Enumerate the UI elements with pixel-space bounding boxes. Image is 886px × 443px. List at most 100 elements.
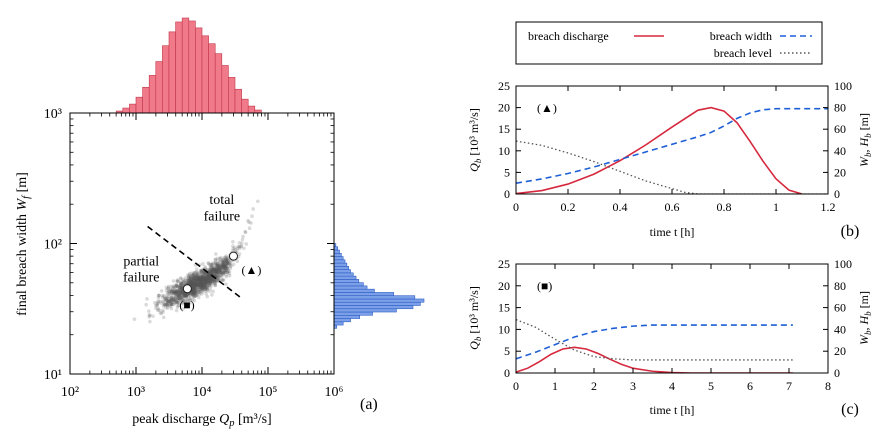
scatter-point — [201, 285, 206, 290]
scatter-point — [198, 277, 202, 282]
scatter-point — [191, 276, 196, 281]
scatter-point — [174, 300, 178, 304]
scatter-point — [172, 296, 177, 300]
scatter-point — [170, 295, 174, 300]
scatter-point — [202, 277, 207, 281]
scatter-point — [220, 263, 224, 267]
scatter-point — [204, 283, 209, 287]
scatter-point — [204, 276, 208, 281]
scatter-point — [214, 267, 218, 272]
scatter-point — [190, 282, 194, 287]
scatter-point — [222, 266, 227, 270]
scatter-point — [191, 291, 195, 296]
scatter-point — [189, 276, 194, 281]
scatter-point — [198, 273, 203, 277]
scatter-point — [192, 283, 197, 288]
scatter-point — [205, 274, 209, 279]
scatter-point — [224, 268, 228, 273]
right-histogram-bar — [333, 249, 340, 254]
y-tick-label: 5 — [504, 165, 510, 179]
scatter-point — [194, 292, 199, 296]
scatter-point — [155, 301, 160, 306]
scatter-point — [180, 291, 185, 296]
scatter-point — [191, 286, 196, 291]
scatter-point — [187, 296, 191, 301]
top-histogram-bar — [228, 77, 236, 114]
scatter-point — [177, 293, 182, 297]
y-tick-label: 0 — [504, 187, 510, 201]
scatter-point — [204, 279, 208, 284]
scatter-point — [174, 290, 178, 295]
scatter-point — [201, 282, 205, 286]
scatter-point — [223, 263, 228, 268]
scatter-point — [216, 263, 220, 268]
scatter-point — [207, 280, 212, 285]
series-breach-width — [516, 107, 828, 184]
scatter-point — [207, 279, 212, 283]
scatter-point — [219, 270, 223, 275]
scatter-point — [202, 277, 207, 282]
scatter-point — [207, 279, 212, 283]
region-annotation: partial — [123, 254, 159, 269]
scatter-point — [220, 259, 225, 264]
scatter-point — [132, 317, 137, 321]
scatter-point — [186, 278, 191, 282]
scatter-point — [198, 272, 203, 276]
scatter-point — [208, 277, 212, 281]
right-histogram — [333, 243, 425, 329]
scatter-point — [200, 277, 204, 281]
scatter-point — [239, 244, 244, 248]
scatter-point — [195, 275, 200, 280]
scatter-point — [211, 267, 216, 271]
right-histogram-bar — [333, 279, 360, 283]
scatter-point — [178, 283, 183, 287]
scatter-point — [179, 287, 184, 291]
scatter-point — [175, 293, 179, 297]
scatter-point — [194, 280, 198, 285]
scatter-point — [181, 302, 185, 306]
scatter-point — [187, 278, 191, 282]
scatter-point — [204, 289, 208, 293]
scatter-point — [217, 275, 222, 279]
scatter-point — [203, 277, 207, 281]
scatter-point — [201, 278, 206, 283]
y-tick-label-a: 10³ — [44, 107, 62, 122]
scatter-point — [193, 283, 198, 287]
scatter-point — [195, 282, 200, 287]
scatter-point — [202, 276, 206, 280]
scatter-point — [191, 281, 195, 285]
region-annotation: failure — [204, 210, 241, 225]
scatter-point — [156, 296, 161, 300]
square-case-label: (■) — [179, 298, 194, 312]
scatter-point — [180, 299, 184, 304]
scatter-point — [224, 268, 228, 272]
scatter-point — [212, 279, 217, 283]
right-histogram-bar — [333, 321, 344, 326]
scatter-point — [201, 283, 205, 288]
scatter-point — [200, 288, 204, 293]
scatter-point — [180, 295, 184, 300]
scatter-point — [207, 271, 211, 276]
scatter-point — [174, 291, 178, 296]
scatter-point — [191, 278, 196, 282]
scatter-point — [208, 269, 212, 274]
x-tick-label-a: 10³ — [127, 385, 145, 400]
scatter-point — [183, 293, 188, 297]
scatter-point — [176, 285, 180, 289]
right-histogram-bar — [333, 285, 368, 290]
scatter-point — [193, 282, 198, 286]
scatter-point — [184, 293, 188, 298]
scatter-point — [196, 276, 201, 280]
scatter-point — [176, 296, 180, 300]
scatter-point — [213, 260, 218, 265]
scatter-point — [214, 268, 219, 273]
scatter-point — [171, 300, 175, 304]
scatter-point — [201, 283, 206, 288]
scatter-point — [174, 300, 179, 305]
scatter-point — [169, 298, 173, 303]
scatter-point — [176, 300, 180, 304]
scatter-point — [191, 289, 196, 294]
scatter-point — [198, 283, 202, 287]
scatter-point — [206, 279, 210, 284]
scatter-point — [155, 304, 160, 308]
